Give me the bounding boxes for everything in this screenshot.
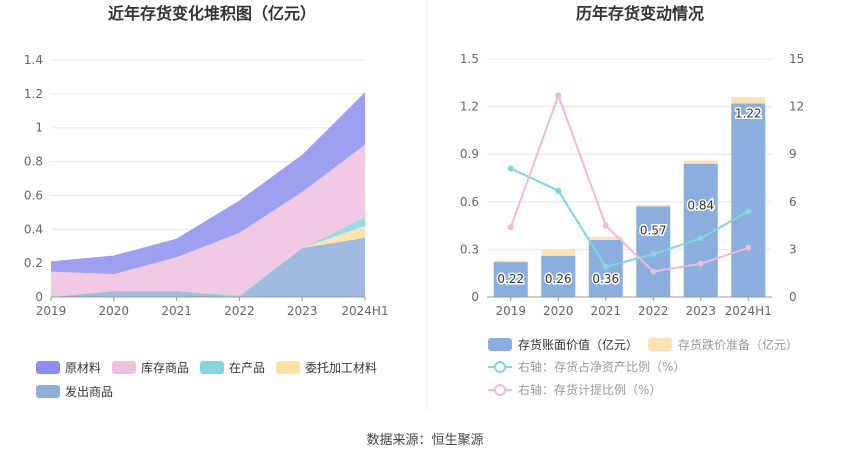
line-point-1 bbox=[650, 268, 657, 275]
right-bar-labels: 0.22 0.26 0.36 0.57 0.84 1.22 bbox=[496, 105, 763, 288]
legend-swatch-provision bbox=[648, 338, 672, 351]
right-x-tick-label: 2021 bbox=[590, 304, 621, 318]
left-x-tick-label: 2024H1 bbox=[341, 304, 388, 318]
legend-label-line-1: 右轴：存货计提比例（%） bbox=[518, 382, 661, 397]
right-x-tick-label: 2020 bbox=[543, 304, 574, 318]
right-chart-title: 历年存货变动情况 bbox=[576, 4, 704, 23]
bar-book-value bbox=[493, 262, 528, 297]
left-y-tick-label: 0.4 bbox=[24, 222, 43, 236]
line-series-1 bbox=[509, 92, 749, 273]
left-y-tick-label: 0.8 bbox=[24, 155, 43, 169]
right-x-tick-label: 2023 bbox=[685, 304, 716, 318]
bar-value-label: 1.22 bbox=[735, 106, 762, 120]
legend-marker-1 bbox=[494, 384, 506, 396]
legend-swatch-委托加工材料 bbox=[276, 361, 300, 374]
legend-label-发出商品: 发出商品 bbox=[65, 384, 113, 399]
bar-impairment-provision bbox=[493, 260, 528, 263]
right-y-right-tick-label: 12 bbox=[789, 100, 804, 114]
right-y-right-tick-label: 6 bbox=[789, 195, 797, 209]
left-x-tick-label: 2021 bbox=[161, 304, 192, 318]
stacked-area-chart: 近年存货变化堆积图（亿元） 0 0.2 0.4 0.6 0.8 1 1.2 1.4 2019 20… bbox=[24, 4, 389, 399]
left-y-tick-label: 1.2 bbox=[24, 87, 43, 101]
line-point-1 bbox=[507, 224, 514, 231]
right-y-left-tick-label: 1.2 bbox=[460, 100, 479, 114]
right-lines bbox=[507, 92, 752, 275]
bar-line-chart: 历年存货变动情况 0.22 0.26 0.36 0.57 0.84 1.22 0 0.3 0.… bbox=[460, 4, 804, 397]
legend-swatch-在产品 bbox=[200, 361, 224, 374]
bar-book-value bbox=[731, 103, 766, 297]
bar-value-label: 0.57 bbox=[640, 224, 667, 238]
legend-label-委托加工材料: 委托加工材料 bbox=[305, 361, 377, 375]
bar-book-value bbox=[683, 163, 718, 297]
right-legend: 存货账面价值（亿元） 存货跌价准备（亿元） 右轴：存货占净资产比例（%） 右轴：存货计… bbox=[488, 337, 798, 397]
line-point-0 bbox=[602, 263, 609, 270]
data-source-note: 数据来源：恒生聚源 bbox=[366, 433, 484, 448]
line-point-0 bbox=[745, 208, 752, 215]
bar-impairment-provision bbox=[683, 160, 718, 164]
right-y-right-tick-label: 3 bbox=[789, 242, 797, 256]
left-x-tick-label: 2019 bbox=[36, 304, 67, 318]
legend-label-原材料: 原材料 bbox=[65, 361, 101, 375]
line-series-0 bbox=[510, 167, 749, 269]
right-y-left-tick-label: 0.3 bbox=[460, 242, 479, 256]
bar-value-label: 0.84 bbox=[687, 199, 714, 213]
line-point-0 bbox=[697, 235, 704, 242]
bar-impairment-provision bbox=[541, 249, 576, 256]
line-point-1 bbox=[745, 244, 752, 251]
left-chart-title: 近年存货变化堆积图（亿元） bbox=[108, 4, 316, 23]
right-grid bbox=[487, 58, 772, 250]
legend-swatch-库存商品 bbox=[112, 361, 136, 374]
bar-value-label: 0.26 bbox=[545, 272, 572, 286]
legend-swatch-发出商品 bbox=[36, 385, 60, 398]
line-point-0 bbox=[650, 251, 657, 258]
left-y-tick-label: 0 bbox=[35, 290, 43, 304]
area-原材料 bbox=[51, 92, 365, 275]
line-point-1 bbox=[602, 222, 609, 229]
legend-label-在产品: 在产品 bbox=[229, 361, 265, 375]
right-y-left-tick-label: 0.9 bbox=[460, 147, 479, 161]
line-point-0 bbox=[555, 187, 562, 194]
line-point-1 bbox=[555, 92, 562, 99]
legend-label-库存商品: 库存商品 bbox=[141, 360, 189, 375]
right-axes: 0 0.3 0.6 0.9 1.2 1.5 0 3 6 9 12 15 2019 2020 2021 2022… bbox=[460, 52, 804, 318]
left-x-tick-label: 2023 bbox=[287, 304, 318, 318]
bar-impairment-provision bbox=[588, 236, 623, 240]
left-axes: 0 0.2 0.4 0.6 0.8 1 1.2 1.4 2019 2020 2021 2022 2023… bbox=[24, 53, 389, 318]
bar-impairment-provision bbox=[731, 97, 766, 104]
left-y-tick-label: 0.6 bbox=[24, 188, 43, 202]
right-x-tick-label: 2022 bbox=[638, 304, 669, 318]
left-y-tick-label: 1.4 bbox=[24, 53, 43, 67]
line-point-0 bbox=[507, 165, 514, 172]
right-y-left-tick-label: 0.6 bbox=[460, 195, 479, 209]
right-x-tick-label: 2024H1 bbox=[725, 304, 772, 318]
right-y-right-tick-label: 15 bbox=[789, 52, 804, 66]
left-areas bbox=[51, 92, 365, 297]
left-grid bbox=[51, 59, 365, 264]
legend-swatch-book-value bbox=[488, 338, 512, 351]
left-y-tick-label: 0.2 bbox=[24, 256, 43, 270]
right-y-left-tick-label: 1.5 bbox=[460, 52, 479, 66]
left-x-tick-label: 2022 bbox=[224, 304, 255, 318]
legend-label-book-value: 存货账面价值（亿元） bbox=[518, 337, 638, 352]
legend-swatch-原材料 bbox=[36, 361, 60, 374]
line-point-1 bbox=[697, 260, 704, 267]
right-bars bbox=[493, 97, 766, 297]
right-x-tick-label: 2019 bbox=[495, 304, 526, 318]
legend-label-line-0: 右轴：存货占净资产比例（%） bbox=[518, 359, 685, 374]
right-y-left-tick-label: 0 bbox=[471, 290, 479, 304]
bar-value-label: 0.22 bbox=[497, 272, 524, 286]
bar-book-value bbox=[541, 255, 576, 297]
bar-impairment-provision bbox=[636, 204, 671, 207]
left-x-tick-label: 2020 bbox=[99, 304, 130, 318]
left-y-tick-label: 1 bbox=[35, 121, 43, 135]
legend-label-provision: 存货跌价准备（亿元） bbox=[678, 337, 798, 352]
area-库存商品 bbox=[51, 144, 365, 297]
right-y-right-tick-label: 0 bbox=[789, 290, 797, 304]
bar-value-label: 0.36 bbox=[592, 272, 619, 286]
right-y-right-tick-label: 9 bbox=[789, 147, 797, 161]
area-发出商品 bbox=[51, 237, 365, 297]
legend-marker-0 bbox=[494, 361, 506, 373]
